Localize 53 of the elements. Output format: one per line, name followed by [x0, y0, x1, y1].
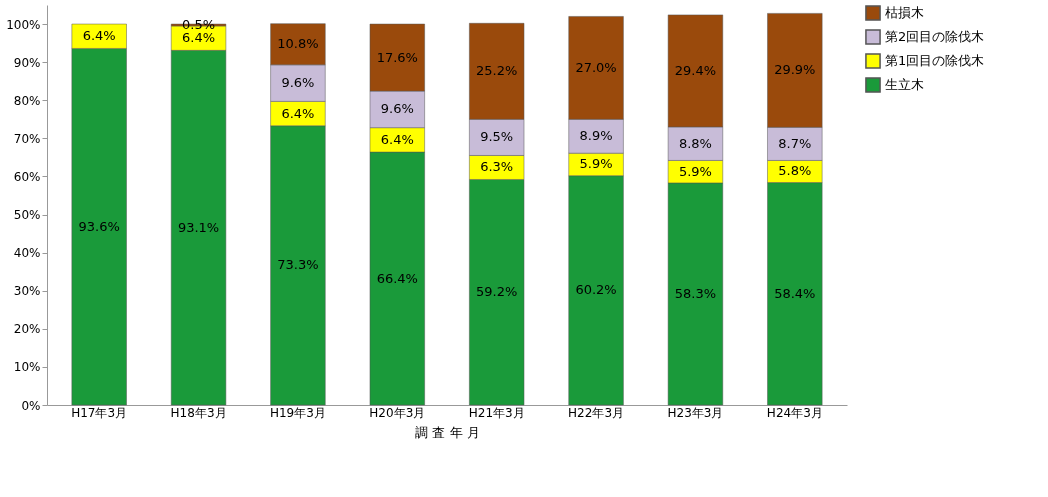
y-tick-label: 50%	[13, 208, 41, 223]
y-tick-label: 10%	[13, 360, 41, 375]
data-label: 9.6%	[380, 101, 414, 117]
data-label: 17.6%	[376, 49, 418, 65]
y-tick-label: 70%	[13, 131, 41, 146]
x-tick-label: H21年3月	[468, 405, 525, 420]
x-tick-label: H19年3月	[269, 405, 326, 420]
y-tick-label: 100%	[6, 17, 41, 32]
data-label: 58.3%	[674, 285, 717, 301]
y-tick-label: 60%	[13, 169, 41, 184]
data-label: 29.9%	[774, 62, 816, 78]
y-tick-label: 90%	[13, 55, 41, 70]
x-tick-label: H18年3月	[170, 405, 227, 420]
data-label: 8.7%	[778, 135, 812, 151]
data-label: 0.5%	[182, 17, 216, 32]
x-tick-label: H22年3月	[568, 405, 625, 420]
x-axis-title: 調 査 年 月	[415, 424, 480, 440]
data-label: 25.2%	[476, 63, 518, 79]
data-label: 6.4%	[380, 131, 414, 147]
x-tick-label: H17年3月	[71, 405, 128, 420]
data-label: 10.8%	[277, 36, 319, 52]
y-tick-label: 40%	[13, 246, 41, 261]
data-label: 5.9%	[678, 163, 712, 179]
legend-label: 生立木	[885, 77, 924, 92]
x-tick-label: H20年3月	[369, 405, 426, 420]
data-label: 6.4%	[281, 105, 315, 121]
data-label: 66.4%	[376, 270, 418, 286]
x-tick-label: H23年3月	[667, 405, 724, 420]
data-label: 27.0%	[575, 59, 617, 75]
y-tick-label: 20%	[13, 322, 41, 337]
legend-label: 第1回目の除伐木	[885, 53, 985, 68]
data-label: 5.9%	[579, 156, 613, 172]
data-label: 8.9%	[579, 128, 613, 144]
data-label: 93.1%	[177, 219, 220, 235]
y-tick-label: 0%	[21, 398, 41, 413]
data-label: 9.5%	[480, 129, 514, 145]
x-tick-label: H24年3月	[766, 405, 823, 420]
data-label: 58.4%	[774, 285, 816, 301]
data-label: 5.8%	[778, 163, 812, 179]
data-label: 29.4%	[674, 62, 717, 78]
legend-label: 枯損木	[885, 5, 924, 20]
data-label: 60.2%	[575, 282, 617, 298]
data-label: 93.6%	[78, 218, 120, 234]
data-label: 9.6%	[281, 75, 315, 91]
data-label: 73.3%	[277, 257, 319, 273]
data-label: 8.8%	[678, 135, 712, 151]
legend-label: 第2回目の除伐木	[885, 29, 985, 44]
y-tick-label: 80%	[13, 93, 41, 108]
data-label: 6.4%	[82, 28, 116, 44]
y-tick-label: 30%	[13, 284, 41, 299]
data-label: 6.4%	[182, 30, 216, 46]
data-label: 6.3%	[480, 159, 514, 175]
data-label: 59.2%	[476, 284, 518, 300]
